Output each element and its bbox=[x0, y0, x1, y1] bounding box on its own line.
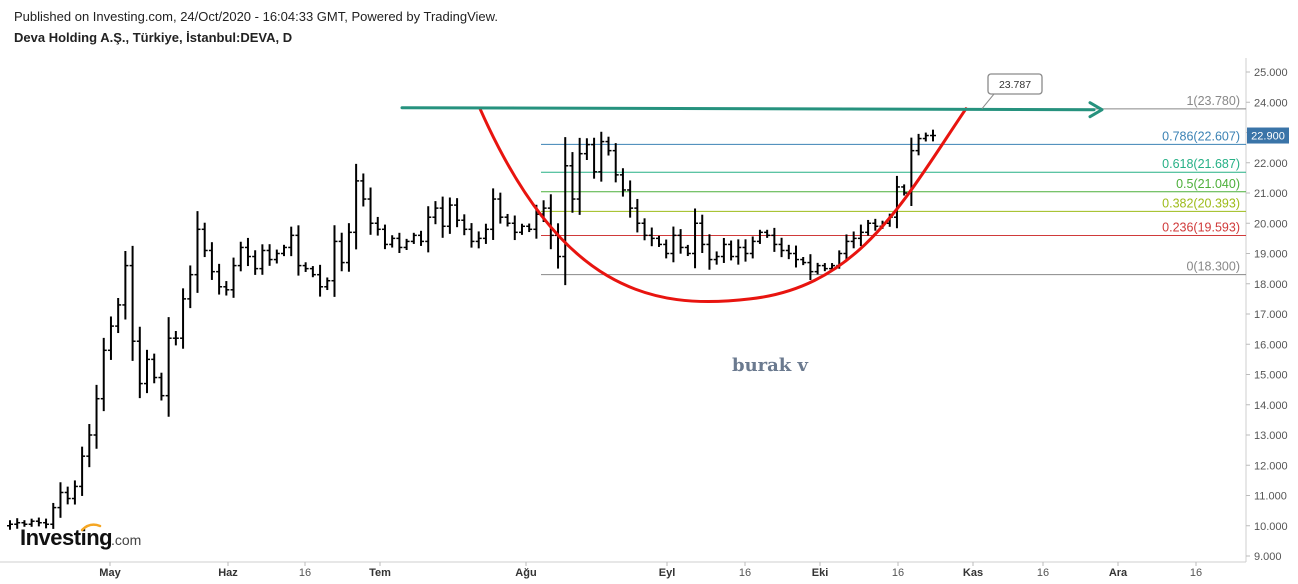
time-tick-label: May bbox=[99, 567, 121, 579]
last-price-badge: 22.900 bbox=[1247, 127, 1289, 144]
price-callout[interactable]: 23.787 bbox=[981, 73, 1043, 110]
ohlc-bars bbox=[7, 129, 936, 530]
price-tick-label: 14.000 bbox=[1254, 400, 1288, 412]
resistance-trendline[interactable] bbox=[400, 101, 1104, 119]
price-tick-label: 11.000 bbox=[1254, 491, 1287, 503]
fib-level-label: 0.618(21.687) bbox=[1162, 157, 1240, 171]
symbol-title: Deva Holding A.Ş., Türkiye, İstanbul:DEV… bbox=[14, 30, 293, 45]
last-price-label: 22.900 bbox=[1251, 131, 1285, 143]
cup-curve[interactable] bbox=[478, 107, 968, 304]
price-tick-label: 18.000 bbox=[1254, 279, 1288, 291]
time-tick-label: 16 bbox=[1190, 567, 1202, 579]
price-tick-label: 10.000 bbox=[1254, 521, 1288, 533]
author-annotation: burak v bbox=[732, 355, 809, 376]
time-tick-label: Ağu bbox=[515, 567, 536, 579]
time-tick-label: 16 bbox=[892, 567, 904, 579]
time-tick-label: 16 bbox=[739, 567, 751, 579]
time-tick-label: Kas bbox=[963, 567, 983, 579]
price-tick-label: 16.000 bbox=[1254, 339, 1288, 351]
price-tick-label: 24.000 bbox=[1254, 97, 1288, 109]
time-tick-label: Tem bbox=[369, 567, 391, 579]
fib-level-label: 0.382(20.393) bbox=[1162, 196, 1240, 210]
price-tick-label: 19.000 bbox=[1254, 249, 1288, 261]
price-tick-label: 21.000 bbox=[1254, 188, 1288, 200]
time-tick-label: 16 bbox=[299, 567, 311, 579]
price-tick-label: 20.000 bbox=[1254, 218, 1288, 230]
price-axis-ticks: 9.000 10.000 11.000 12.000 13.000 14.000 15.00… bbox=[1246, 67, 1288, 563]
time-tick-label: Ara bbox=[1109, 567, 1128, 579]
price-tick-label: 22.000 bbox=[1254, 158, 1288, 170]
fibonacci-retracement[interactable]: 1(23.780) 0.786(22.607) 0.618(21.687) 0.5(2… bbox=[541, 94, 1246, 276]
price-tick-label: 9.000 bbox=[1254, 551, 1282, 563]
fib-level-label: 0.236(19.593) bbox=[1162, 221, 1240, 235]
fib-level-label: 0(18.300) bbox=[1186, 260, 1240, 274]
callout-value: 23.787 bbox=[999, 79, 1031, 91]
time-tick-label: Eki bbox=[812, 567, 829, 579]
investing-logo: Investing .com bbox=[20, 523, 141, 550]
price-tick-label: 12.000 bbox=[1254, 460, 1288, 472]
price-tick-label: 25.000 bbox=[1254, 67, 1288, 79]
fib-level-label: 1(23.780) bbox=[1186, 94, 1240, 108]
fib-level-label: 0.786(22.607) bbox=[1162, 129, 1240, 143]
logo-main: Investing bbox=[20, 525, 112, 550]
time-tick-label: Eyl bbox=[659, 567, 676, 579]
time-tick-label: 16 bbox=[1037, 567, 1049, 579]
fib-level-label: 0.5(21.040) bbox=[1176, 177, 1240, 191]
price-tick-label: 13.000 bbox=[1254, 430, 1288, 442]
price-tick-label: 17.000 bbox=[1254, 309, 1288, 321]
time-tick-label: Haz bbox=[218, 567, 238, 579]
logo-swoosh-icon bbox=[80, 523, 102, 532]
logo-suffix: .com bbox=[111, 532, 141, 548]
time-axis-ticks: May Haz 16 Tem Ağu Eyl 16 Eki 16 Kas 16 Ara 16 bbox=[99, 562, 1202, 579]
published-caption: Published on Investing.com, 24/Oct/2020 … bbox=[14, 9, 498, 24]
price-tick-label: 15.000 bbox=[1254, 370, 1288, 382]
